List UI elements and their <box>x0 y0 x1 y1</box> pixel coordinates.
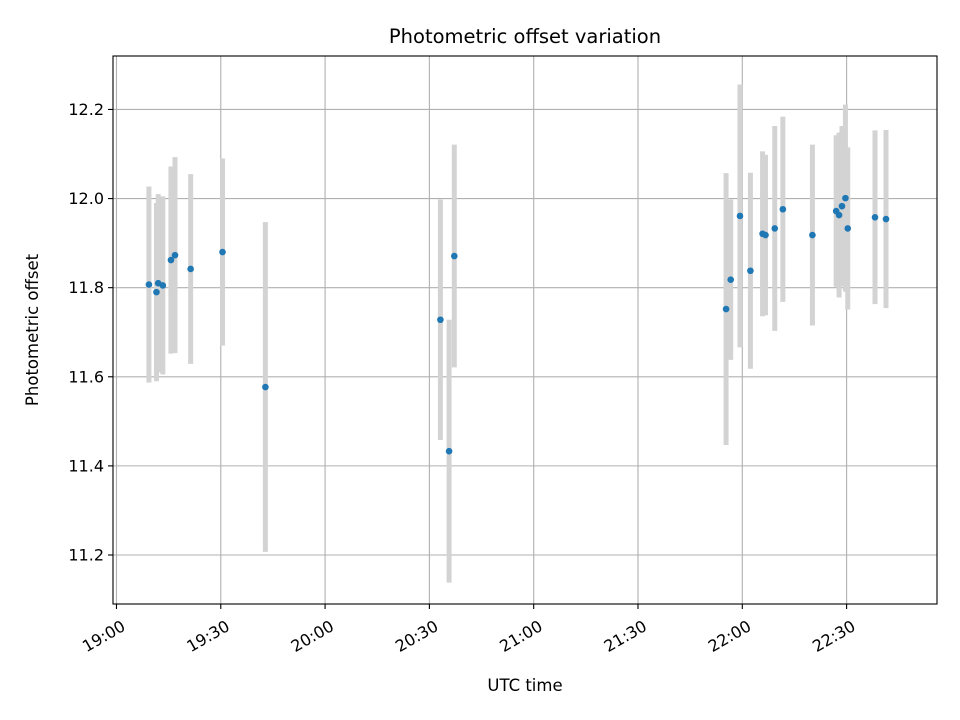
y-tick-label: 11.6 <box>68 367 104 386</box>
data-point <box>145 281 153 288</box>
data-point <box>762 231 769 239</box>
data-point <box>159 282 167 289</box>
data-point <box>838 202 846 210</box>
x-axis-label: UTC time <box>487 676 562 695</box>
data-point <box>809 231 816 239</box>
data-point <box>451 252 458 260</box>
data-point <box>167 256 175 264</box>
y-tick-label: 12.2 <box>68 100 104 119</box>
data-point <box>171 251 179 259</box>
y-tick-label: 11.4 <box>68 456 104 475</box>
grid <box>113 56 937 604</box>
data-point <box>871 213 879 221</box>
y-tick-label: 11.8 <box>68 278 104 297</box>
y-tick-label: 12.0 <box>68 189 104 208</box>
data-point <box>727 276 735 283</box>
data-point <box>779 205 787 213</box>
data-point <box>771 225 779 232</box>
data-point <box>722 305 730 313</box>
chart-title: Photometric offset variation <box>389 25 661 48</box>
data-point <box>882 215 890 223</box>
data-point <box>747 267 754 275</box>
data-point <box>262 383 269 391</box>
y-tick-label: 11.2 <box>68 545 104 564</box>
data-point <box>842 194 849 202</box>
data-point <box>445 447 453 455</box>
data-point <box>844 225 852 232</box>
data-point <box>153 288 160 296</box>
data-point <box>219 248 226 256</box>
data-point <box>835 211 843 219</box>
data-point <box>187 265 194 273</box>
data-point <box>437 316 444 324</box>
data-point <box>736 212 744 220</box>
plot-frame <box>112 55 938 605</box>
y-axis-ticks: 11.2 11.4 11.6 11.8 12.0 12.2 <box>68 100 113 564</box>
y-axis-label: Photometric offset <box>23 253 42 406</box>
data-points <box>145 194 890 455</box>
